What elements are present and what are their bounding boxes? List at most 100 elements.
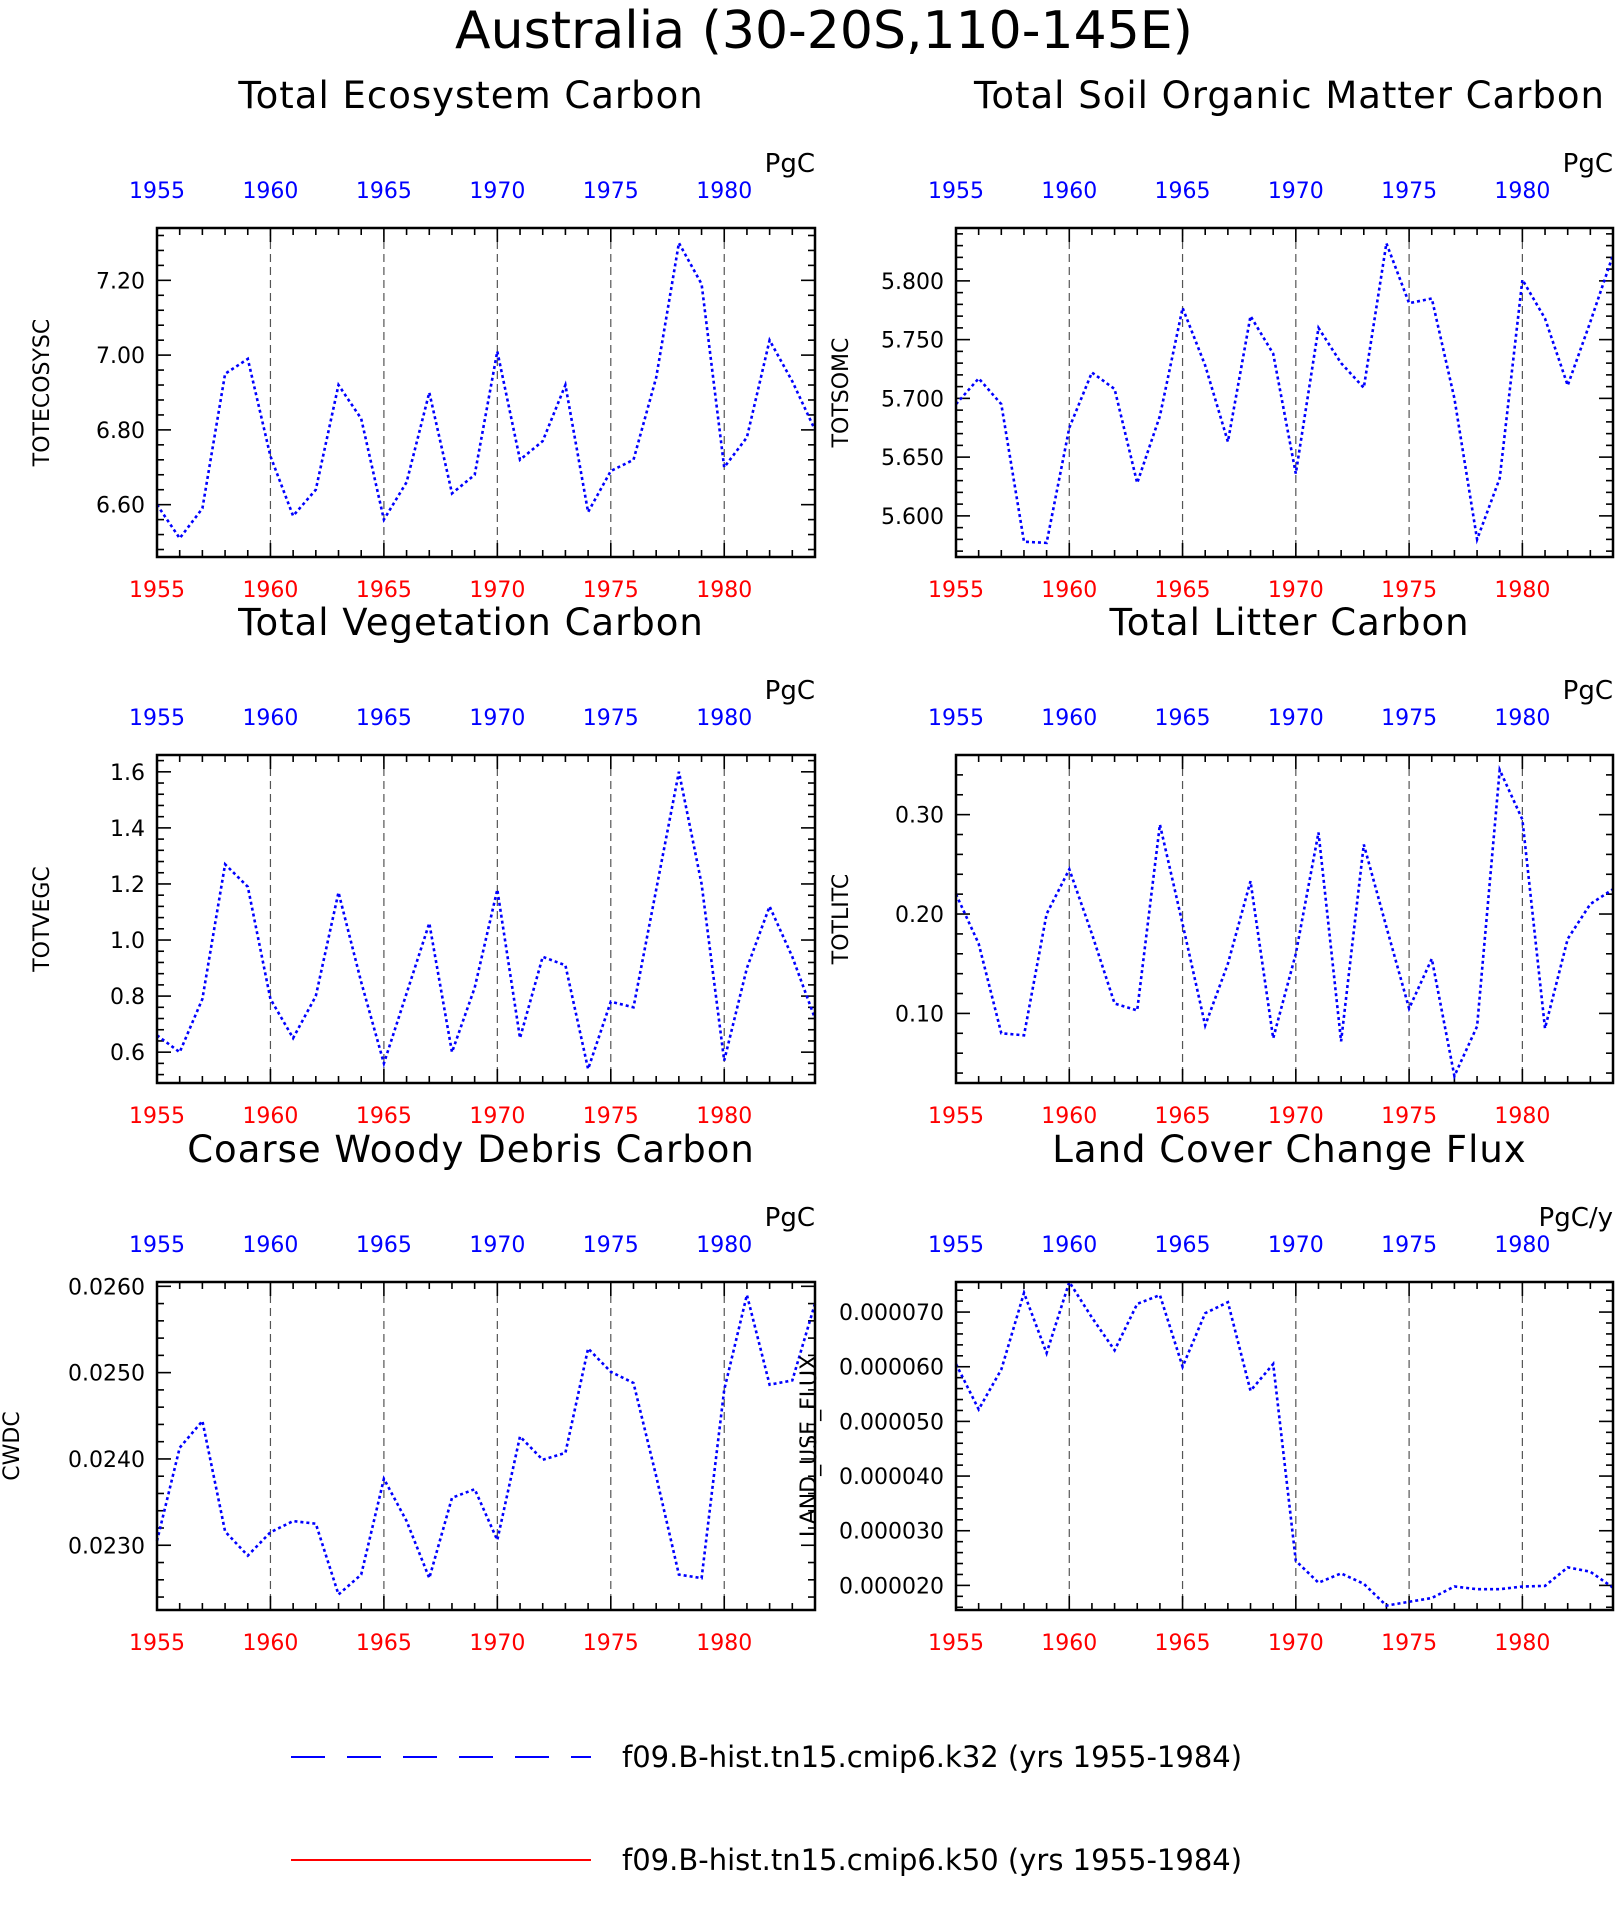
- y-tick-label: 6.60: [96, 494, 145, 519]
- y-tick-label: 1.4: [110, 817, 145, 842]
- y-axis-label: LAND_USE_FLUX: [797, 1355, 822, 1537]
- y-axis-label: TOTSOMC: [829, 338, 854, 449]
- panel-2: Total Soil Organic Matter Carbon PgC 1955 1…: [829, 74, 1613, 603]
- panel-6: Land Cover Change Flux PgC/y 1955 1955 1960 1…: [797, 1128, 1613, 1656]
- series-line: [956, 770, 1613, 1076]
- x-tick-label-bottom: 1980: [1494, 578, 1550, 603]
- units-label: PgC: [765, 1203, 815, 1233]
- y-tick-label: 5.750: [881, 329, 944, 354]
- x-tick-label-top: 1980: [696, 1233, 752, 1258]
- x-tick-label-bottom: 1980: [1494, 1631, 1550, 1656]
- x-tick-label-top: 1980: [696, 179, 752, 204]
- units-label: PgC: [765, 149, 815, 179]
- plot-frame: [157, 755, 815, 1083]
- x-tick-label-bottom: 1960: [242, 1631, 298, 1656]
- y-tick-label: 1.0: [110, 929, 145, 954]
- panel-4: Total Litter CarbonPgC195519551960196019…: [829, 601, 1613, 1129]
- panel-1: Total Ecosystem CarbonPgC195519551960196…: [30, 74, 815, 603]
- x-tick-label-top: 1975: [1381, 1233, 1437, 1258]
- y-tick-label: 0.0230: [68, 1534, 145, 1559]
- x-tick-label-bottom: 1960: [1041, 1631, 1097, 1656]
- y-tick-label: 0.000030: [839, 1520, 944, 1545]
- x-tick-label-top: 1965: [356, 1233, 412, 1258]
- x-tick-label-bottom: 1965: [356, 578, 412, 603]
- x-tick-label-bottom: 1965: [1155, 1631, 1211, 1656]
- x-tick-label-bottom: 1975: [583, 578, 639, 603]
- x-tick-label-top: 1975: [1381, 706, 1437, 731]
- y-tick-label: 5.800: [881, 270, 944, 295]
- y-tick-label: 0.10: [895, 1002, 944, 1027]
- x-tick-label-bottom: 1960: [242, 578, 298, 603]
- x-tick-label-top: 1970: [469, 179, 525, 204]
- x-tick-label-bottom: 1955: [129, 1631, 185, 1656]
- x-tick-label-top: 1955: [928, 706, 984, 731]
- x-tick-label-top: 1960: [242, 179, 298, 204]
- y-tick-label: 1.6: [110, 761, 145, 786]
- x-tick-label-top: 1980: [1494, 179, 1550, 204]
- y-axis-label: TOTVEGC: [30, 866, 55, 973]
- x-tick-label-bottom: 1975: [1381, 1104, 1437, 1129]
- y-tick-label: 0.000060: [839, 1356, 944, 1381]
- x-tick-label-top: 1955: [129, 706, 185, 731]
- x-tick-label-top: 1975: [583, 1233, 639, 1258]
- x-tick-label-top: 1980: [1494, 706, 1550, 731]
- x-tick-label-bottom: 1955: [928, 1631, 984, 1656]
- x-tick-label-top: 1955: [928, 1233, 984, 1258]
- x-tick-label-top: 1970: [1268, 1233, 1324, 1258]
- x-tick-label-bottom: 1970: [469, 1104, 525, 1129]
- series-line: [157, 772, 815, 1069]
- x-tick-label-bottom: 1975: [583, 1104, 639, 1129]
- y-tick-label: 0.0240: [68, 1448, 145, 1473]
- x-tick-label-bottom: 1965: [1155, 1104, 1211, 1129]
- x-tick-label-top: 1970: [469, 706, 525, 731]
- x-tick-label-bottom: 1970: [1268, 1631, 1324, 1656]
- panel-title: Coarse Woody Debris Carbon: [187, 1128, 755, 1171]
- panel-title: Land Cover Change Flux: [1052, 1128, 1526, 1171]
- x-tick-label-top: 1970: [1268, 706, 1324, 731]
- series-line: [157, 243, 815, 538]
- x-tick-label-bottom: 1965: [356, 1104, 412, 1129]
- y-tick-label: 5.650: [881, 446, 944, 471]
- y-tick-label: 0.6: [110, 1041, 145, 1066]
- x-tick-label-top: 1980: [1494, 1233, 1550, 1258]
- y-tick-label: 0.30: [895, 804, 944, 829]
- y-tick-label: 0.000020: [839, 1574, 944, 1599]
- y-tick-label: 0.20: [895, 903, 944, 928]
- panel-5: Coarse Woody Debris Carbon PgC 1955 1955 196…: [0, 1128, 815, 1656]
- y-tick-label: 0.000040: [839, 1465, 944, 1490]
- x-tick-label-top: 1975: [583, 179, 639, 204]
- panel-title: Total Litter Carbon: [1108, 601, 1469, 644]
- x-tick-label-top: 1965: [356, 706, 412, 731]
- x-tick-label-bottom: 1980: [1494, 1104, 1550, 1129]
- panel-title: Total Soil Organic Matter Carbon: [973, 74, 1605, 117]
- x-tick-label-top: 1960: [242, 706, 298, 731]
- x-tick-label-bottom: 1955: [129, 578, 185, 603]
- plot-frame: [956, 755, 1613, 1083]
- y-tick-label: 0.000070: [839, 1301, 944, 1326]
- y-tick-label: 0.0250: [68, 1362, 145, 1387]
- x-tick-label-bottom: 1980: [696, 1104, 752, 1129]
- x-tick-label-bottom: 1955: [129, 1104, 185, 1129]
- panel-3: Total Vegetation CarbonPgC19551955196019…: [30, 601, 815, 1129]
- y-tick-label: 7.00: [96, 344, 145, 369]
- figure-title: Australia (30-20S,110-145E): [455, 1, 1193, 61]
- units-label: PgC: [1563, 149, 1613, 179]
- x-tick-label-bottom: 1955: [928, 578, 984, 603]
- y-tick-label: 0.8: [110, 985, 145, 1010]
- x-tick-label-bottom: 1970: [469, 578, 525, 603]
- legend: f09.B-hist.tn15.cmip6.k32 (yrs 1955-1984…: [291, 1740, 1242, 1877]
- panel-title: Total Vegetation Carbon: [237, 601, 704, 644]
- x-tick-label-top: 1965: [1155, 1233, 1211, 1258]
- x-tick-label-top: 1965: [1155, 179, 1211, 204]
- x-tick-label-top: 1960: [1041, 1233, 1097, 1258]
- x-tick-label-top: 1955: [928, 179, 984, 204]
- y-axis-label: TOTECOSYSC: [30, 319, 55, 468]
- y-tick-label: 1.2: [110, 873, 145, 898]
- units-label: PgC/y: [1539, 1203, 1613, 1233]
- x-tick-label-top: 1965: [1155, 706, 1211, 731]
- series-line: [956, 243, 1613, 543]
- x-tick-label-bottom: 1975: [1381, 1631, 1437, 1656]
- x-tick-label-top: 1955: [129, 1233, 185, 1258]
